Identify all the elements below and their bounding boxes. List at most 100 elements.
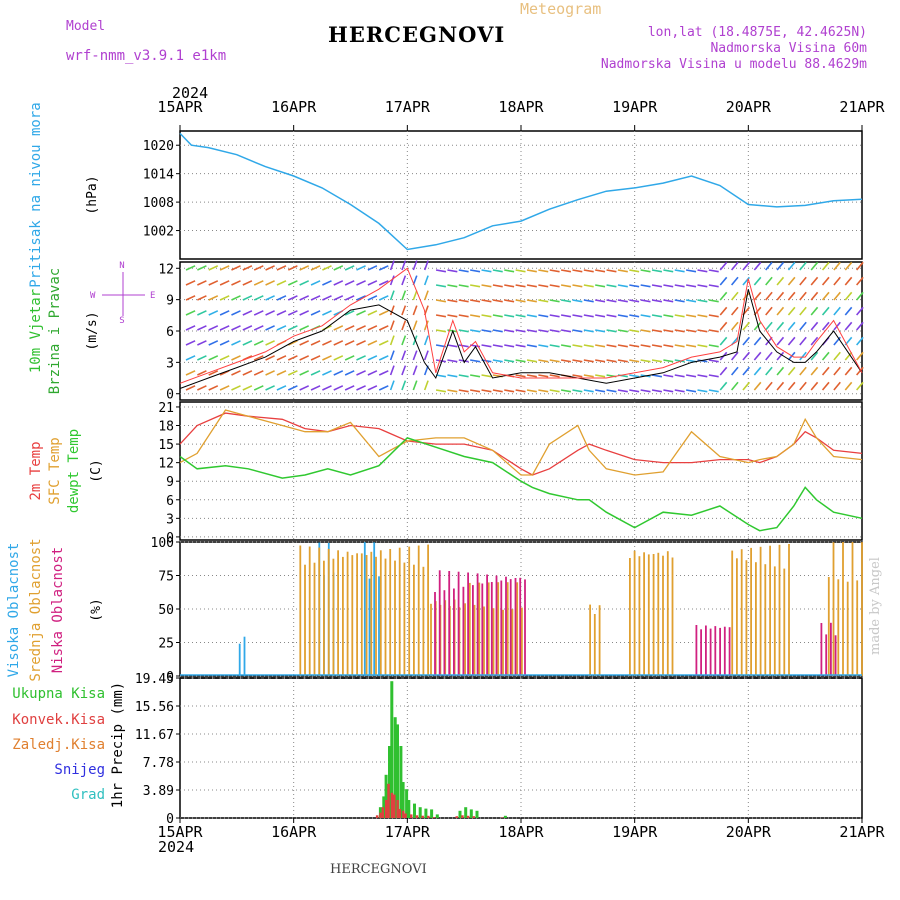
wind-arrows xyxy=(185,260,864,393)
precip-bar-conv xyxy=(381,807,385,818)
y-tick-label: 1008 xyxy=(143,196,174,211)
x-tick-label-bottom: 20APR xyxy=(726,823,772,841)
wind-arrow xyxy=(219,340,230,346)
wind-arrow xyxy=(322,385,332,391)
wind-arrow xyxy=(844,291,853,301)
wind-arrow xyxy=(833,366,841,376)
wind-arrow xyxy=(458,329,469,333)
cloud-bar xyxy=(370,551,373,676)
wind-arrow xyxy=(253,265,264,271)
cloud-bar xyxy=(719,627,721,676)
wind-arrow xyxy=(470,314,481,318)
wind-arrow xyxy=(423,350,429,361)
wind-arrow xyxy=(435,329,447,333)
cloud-bar xyxy=(373,542,376,676)
wind-arrow xyxy=(833,261,841,271)
wind-arrow xyxy=(231,325,241,331)
precip-bar-conv xyxy=(402,810,405,818)
wind-arrow xyxy=(697,284,708,288)
wind-arrow xyxy=(185,280,196,286)
wind-arrow xyxy=(242,280,253,286)
precip-legend-item: Grad xyxy=(71,787,105,803)
wind-arrow xyxy=(287,265,298,271)
wind-arrow xyxy=(640,269,651,273)
cloud-bar xyxy=(759,546,762,676)
y-tick-label: 0 xyxy=(166,388,174,403)
wind-arrow xyxy=(401,365,407,376)
wind-arrow xyxy=(776,306,785,316)
y-tick-label: 25 xyxy=(158,637,174,652)
wind-arrow xyxy=(844,321,853,331)
cloud-bar xyxy=(497,582,500,676)
wind-arrow xyxy=(412,350,418,361)
precip-bar-total xyxy=(405,789,409,818)
wind-arrow xyxy=(435,299,447,303)
wind-arrow xyxy=(458,299,469,303)
precip-bar-conv xyxy=(455,816,458,818)
wind-arrow xyxy=(208,310,219,316)
cloud-bar xyxy=(238,643,241,676)
wind-arrow xyxy=(810,366,819,376)
wind-arrow xyxy=(344,295,355,301)
cloud-bar xyxy=(832,542,835,676)
wind-arrow xyxy=(401,350,407,361)
wind-arrow xyxy=(640,299,651,303)
wind-arrow xyxy=(287,370,298,376)
wind-arrow xyxy=(833,336,841,346)
wind-arrow xyxy=(447,314,458,318)
wind-arrow xyxy=(389,260,395,271)
wind-arrow xyxy=(697,374,708,378)
wind-arrow xyxy=(401,305,407,316)
wind-arrow xyxy=(708,314,719,318)
precip-bar-total xyxy=(418,807,422,818)
wind-arrow xyxy=(344,370,355,376)
wind-arrow xyxy=(560,389,572,393)
wind-arrow xyxy=(265,340,275,346)
wind-arrow xyxy=(856,366,864,376)
wind-arrow xyxy=(753,351,762,361)
wind-arrow xyxy=(708,374,719,378)
wind-arrow xyxy=(287,280,298,286)
wind-arrow xyxy=(231,355,241,361)
cloud-bar xyxy=(375,556,377,676)
precip-bar-total xyxy=(390,681,394,818)
x-tick-label-bottom: 17APR xyxy=(385,823,431,841)
wind-arrow xyxy=(447,344,458,348)
wind-arrow xyxy=(856,381,864,391)
wind-arrow xyxy=(821,276,830,286)
wind-arrow xyxy=(504,269,515,273)
wind-arrow xyxy=(423,275,429,286)
cloud-bar xyxy=(495,575,498,676)
wind-arrow xyxy=(333,355,344,361)
cloud-bar xyxy=(490,582,493,676)
wind-arrow xyxy=(549,299,560,303)
precip-bar-total xyxy=(384,774,388,818)
wind-arrow xyxy=(663,284,674,288)
wind-arrow xyxy=(856,321,864,331)
wind-arrow xyxy=(423,260,429,271)
wind-arrow xyxy=(185,295,196,301)
wind-arrow xyxy=(730,261,739,271)
cloud-bar xyxy=(745,560,748,676)
wind-arrow xyxy=(378,385,389,391)
wind-arrow xyxy=(481,344,492,348)
wind-arrow xyxy=(549,374,560,378)
wind-arrow xyxy=(572,299,583,303)
precip-bar-conv xyxy=(472,816,475,818)
wind-arrow xyxy=(538,329,549,333)
cloud-bar xyxy=(755,562,757,676)
precip-bar-total xyxy=(399,746,403,818)
wind-arrow xyxy=(640,329,651,333)
wind-arrow xyxy=(242,310,253,316)
precip-bar-conv xyxy=(396,800,399,818)
wind-arrow xyxy=(708,359,719,363)
wind-arrow xyxy=(208,370,219,376)
wind-arrow xyxy=(219,310,230,316)
model-name: wrf-nmm_v3.9.1 e1km xyxy=(66,48,227,64)
wind-arrow xyxy=(253,370,264,376)
wind-arrow xyxy=(617,329,628,333)
wind-arrow xyxy=(287,340,298,346)
wind-arrow xyxy=(526,299,537,303)
wind-arrow xyxy=(572,314,583,318)
precip-legend-item: Snijeg xyxy=(54,762,105,778)
